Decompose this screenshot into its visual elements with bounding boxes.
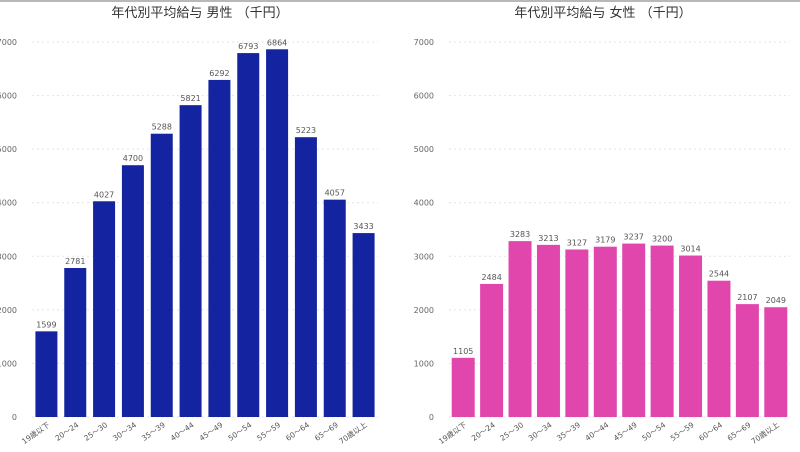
bars [451,241,788,417]
y-tick-label: 6000 [0,92,17,101]
y-tick-label: 5000 [0,145,17,154]
y-tick-label: 7000 [414,38,434,47]
bar [593,246,617,417]
data-label: 2484 [481,273,501,282]
y-axis: 0 1000 2000 3000 4000 5000 6000 7000 [0,38,17,422]
data-label: 3283 [510,230,530,239]
bar [679,255,703,417]
y-tick-label: 2000 [0,306,17,315]
bar [565,249,589,417]
data-label: 3237 [624,233,644,242]
data-label: 3433 [353,222,373,231]
data-label: 4057 [325,189,345,198]
bars [35,49,375,418]
bar [650,245,674,417]
x-tick-label: 20～24 [470,420,497,443]
bar [352,233,375,417]
bar [480,283,504,417]
x-tick-label: 50～54 [640,420,667,443]
y-tick-label: 7000 [0,38,17,47]
data-label: 3014 [680,245,700,254]
y-tick-label: 5000 [414,145,434,154]
x-tick-label: 60～64 [697,420,724,443]
bar [764,307,788,417]
x-axis: 19歳以下 20～24 25～30 30～34 35～39 40～44 45～49 50～54… [436,419,781,446]
bar [735,304,759,417]
bar [35,331,58,417]
data-label: 6292 [209,69,229,78]
y-tick-label: 2000 [414,306,434,315]
bar [536,244,560,417]
bar [622,243,646,417]
data-label: 5288 [152,123,172,132]
y-axis: 0 1000 2000 3000 4000 5000 6000 7000 [414,38,434,422]
y-tick-label: 4000 [0,199,17,208]
y-tick-label: 3000 [414,252,434,261]
bar [451,357,475,417]
y-tick-label: 0 [12,413,17,422]
x-tick-label: 35～39 [555,420,582,443]
data-label: 3127 [567,238,587,247]
data-label: 5223 [296,126,316,135]
y-tick-label: 4000 [414,199,434,208]
data-label: 2781 [65,257,85,266]
male-salary-chart: 年代別平均給与 男性 （千円） 0 1000 2000 3000 4000 5000 600… [0,6,378,446]
bar [707,280,731,417]
bar [150,133,173,417]
bar [323,199,346,417]
data-label: 3200 [652,235,672,244]
x-tick-label: 25～30 [498,420,525,443]
data-label: 6793 [238,42,258,51]
y-tick-label: 1000 [0,359,17,368]
x-tick-label: 55～59 [669,420,696,443]
bar [294,137,317,418]
x-tick-label: 30～34 [527,420,554,443]
bar [64,268,87,417]
data-labels: 1599 2781 4027 4700 5288 5821 6292 6793 6864 5223… [36,38,374,329]
chart-title: 年代別平均給与 男性 （千円） [111,6,288,21]
data-label: 5821 [180,94,200,103]
x-tick-label: 65～69 [726,420,753,443]
x-tick-label: 45～49 [612,420,639,443]
data-label: 6864 [267,38,287,47]
y-tick-label: 1000 [414,359,434,368]
data-label: 2544 [709,270,729,279]
data-label: 4700 [123,154,143,163]
data-label: 4027 [94,190,114,199]
x-tick-label: 40～44 [583,420,610,443]
bar [208,79,231,417]
data-label: 1599 [36,320,56,329]
y-tick-label: 3000 [0,252,17,261]
bar [179,105,202,418]
bar [93,201,116,417]
chart-title: 年代別平均給与 女性 （千円） [514,5,691,21]
bar [508,241,532,417]
bar [266,49,289,418]
data-label: 1105 [453,347,473,356]
data-labels: 1105 2484 3283 3213 3127 3179 3237 3200 3014 2544… [453,230,786,356]
bar [121,165,144,417]
data-label: 2049 [766,296,786,305]
x-tick-label: 19歳以下 [436,419,468,446]
gridlines [449,41,790,418]
y-tick-label: 0 [429,413,434,422]
y-tick-label: 6000 [414,92,434,101]
data-label: 2107 [737,293,757,302]
data-label: 3179 [595,236,615,245]
bar [237,53,260,417]
data-label: 3213 [538,234,558,243]
x-tick-label: 70歳以上 [749,419,781,446]
